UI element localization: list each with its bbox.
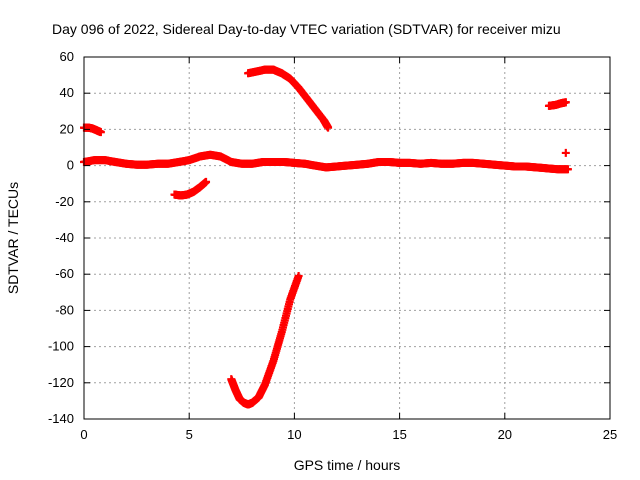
chart-title: Day 096 of 2022, Sidereal Day-to-day VTE…: [52, 21, 561, 37]
y-tick-label: -20: [55, 194, 74, 209]
y-tick-label: -60: [55, 266, 74, 281]
y-axis-ticks: -140 -120 -100 -80 -60 -40 -20 0 20 40 60: [48, 49, 610, 426]
series-3: [244, 65, 333, 132]
data-point: [561, 98, 570, 107]
series-6: [561, 148, 570, 157]
y-tick-label: 60: [60, 49, 74, 64]
y-tick-label: 40: [60, 85, 74, 100]
series-0: [80, 150, 572, 174]
y-tick-label: 20: [60, 121, 74, 136]
x-tick-label: 20: [498, 427, 512, 442]
x-tick-label: 15: [392, 427, 406, 442]
series-4: [227, 272, 303, 409]
data-point: [202, 177, 211, 186]
x-tick-label: 25: [603, 427, 617, 442]
plot-frame: [83, 56, 611, 420]
data-point: [96, 128, 105, 137]
series-2: [170, 177, 211, 200]
x-tick-label: 5: [186, 427, 193, 442]
x-axis-label: GPS time / hours: [294, 457, 401, 473]
data-point: [294, 272, 303, 281]
series-5: [544, 98, 570, 110]
data-point: [561, 148, 570, 157]
y-axis-label: SDTVAR / TECUs: [5, 182, 21, 294]
y-tick-label: -100: [48, 339, 74, 354]
x-tick-label: 0: [80, 427, 87, 442]
data-point: [563, 165, 572, 174]
data-points: [80, 65, 572, 409]
y-tick-label: -80: [55, 302, 74, 317]
y-tick-label: -40: [55, 230, 74, 245]
y-tick-label: -120: [48, 375, 74, 390]
x-tick-label: 10: [287, 427, 301, 442]
data-point: [324, 123, 333, 132]
x-axis-ticks: 0 5 10 15 20 25: [80, 57, 617, 442]
grid: [84, 57, 610, 419]
y-tick-label: -140: [48, 411, 74, 426]
y-tick-label: 0: [67, 158, 74, 173]
